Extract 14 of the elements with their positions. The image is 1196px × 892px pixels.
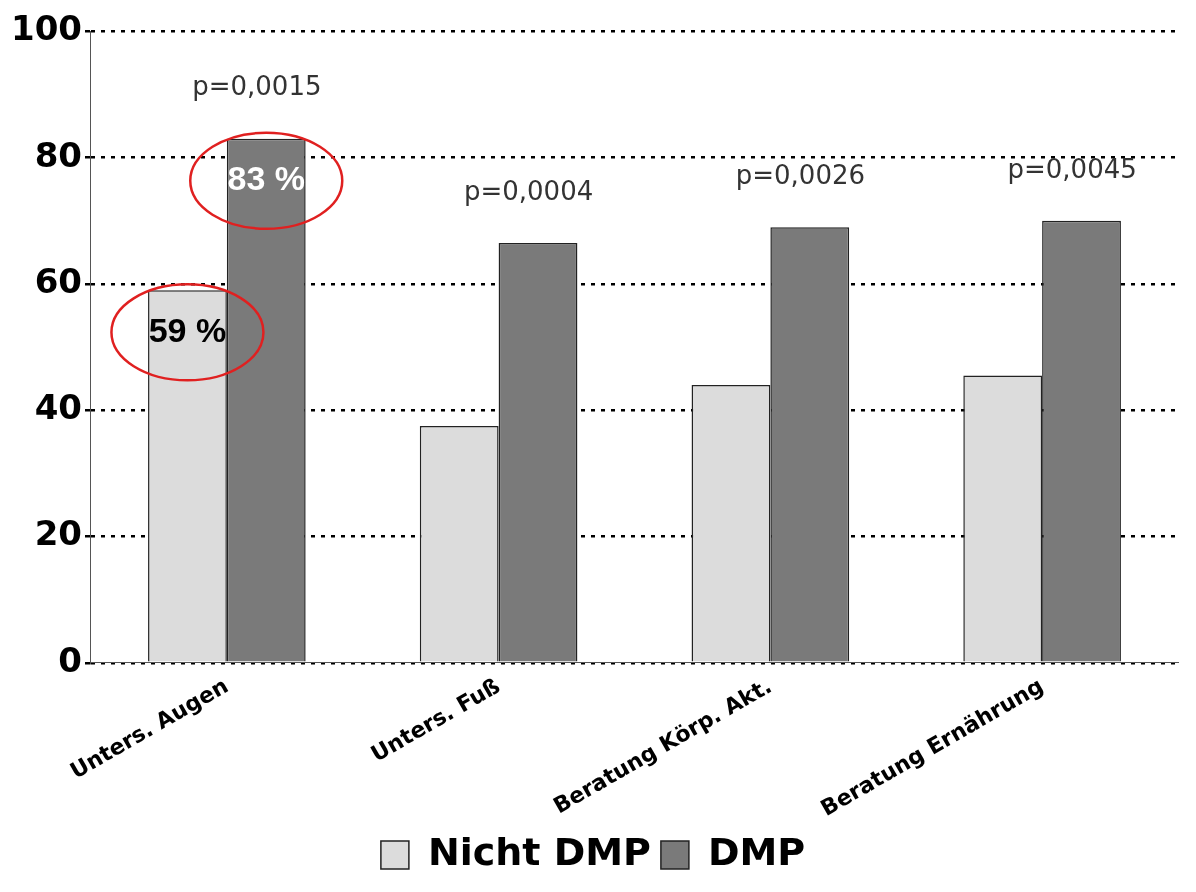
- data-label: 59 %: [148, 310, 227, 349]
- annotation: p=0,0026: [735, 159, 865, 190]
- y-tick-label: 20: [34, 513, 82, 554]
- y-tick-label: 0: [58, 639, 82, 680]
- y-tick-label: 40: [34, 387, 82, 428]
- annotation: p=0,0045: [1007, 153, 1137, 184]
- y-tick-label: 80: [34, 134, 82, 175]
- annotation: p=0,0015: [192, 71, 322, 102]
- data-label: 83 %: [227, 159, 306, 198]
- y-tick-label: 100: [10, 8, 82, 49]
- legend-label: Nicht DMP: [427, 829, 651, 874]
- annotation: p=0,0004: [463, 175, 594, 206]
- y-tick-label: 60: [34, 260, 82, 301]
- legend-label: DMP: [707, 829, 806, 874]
